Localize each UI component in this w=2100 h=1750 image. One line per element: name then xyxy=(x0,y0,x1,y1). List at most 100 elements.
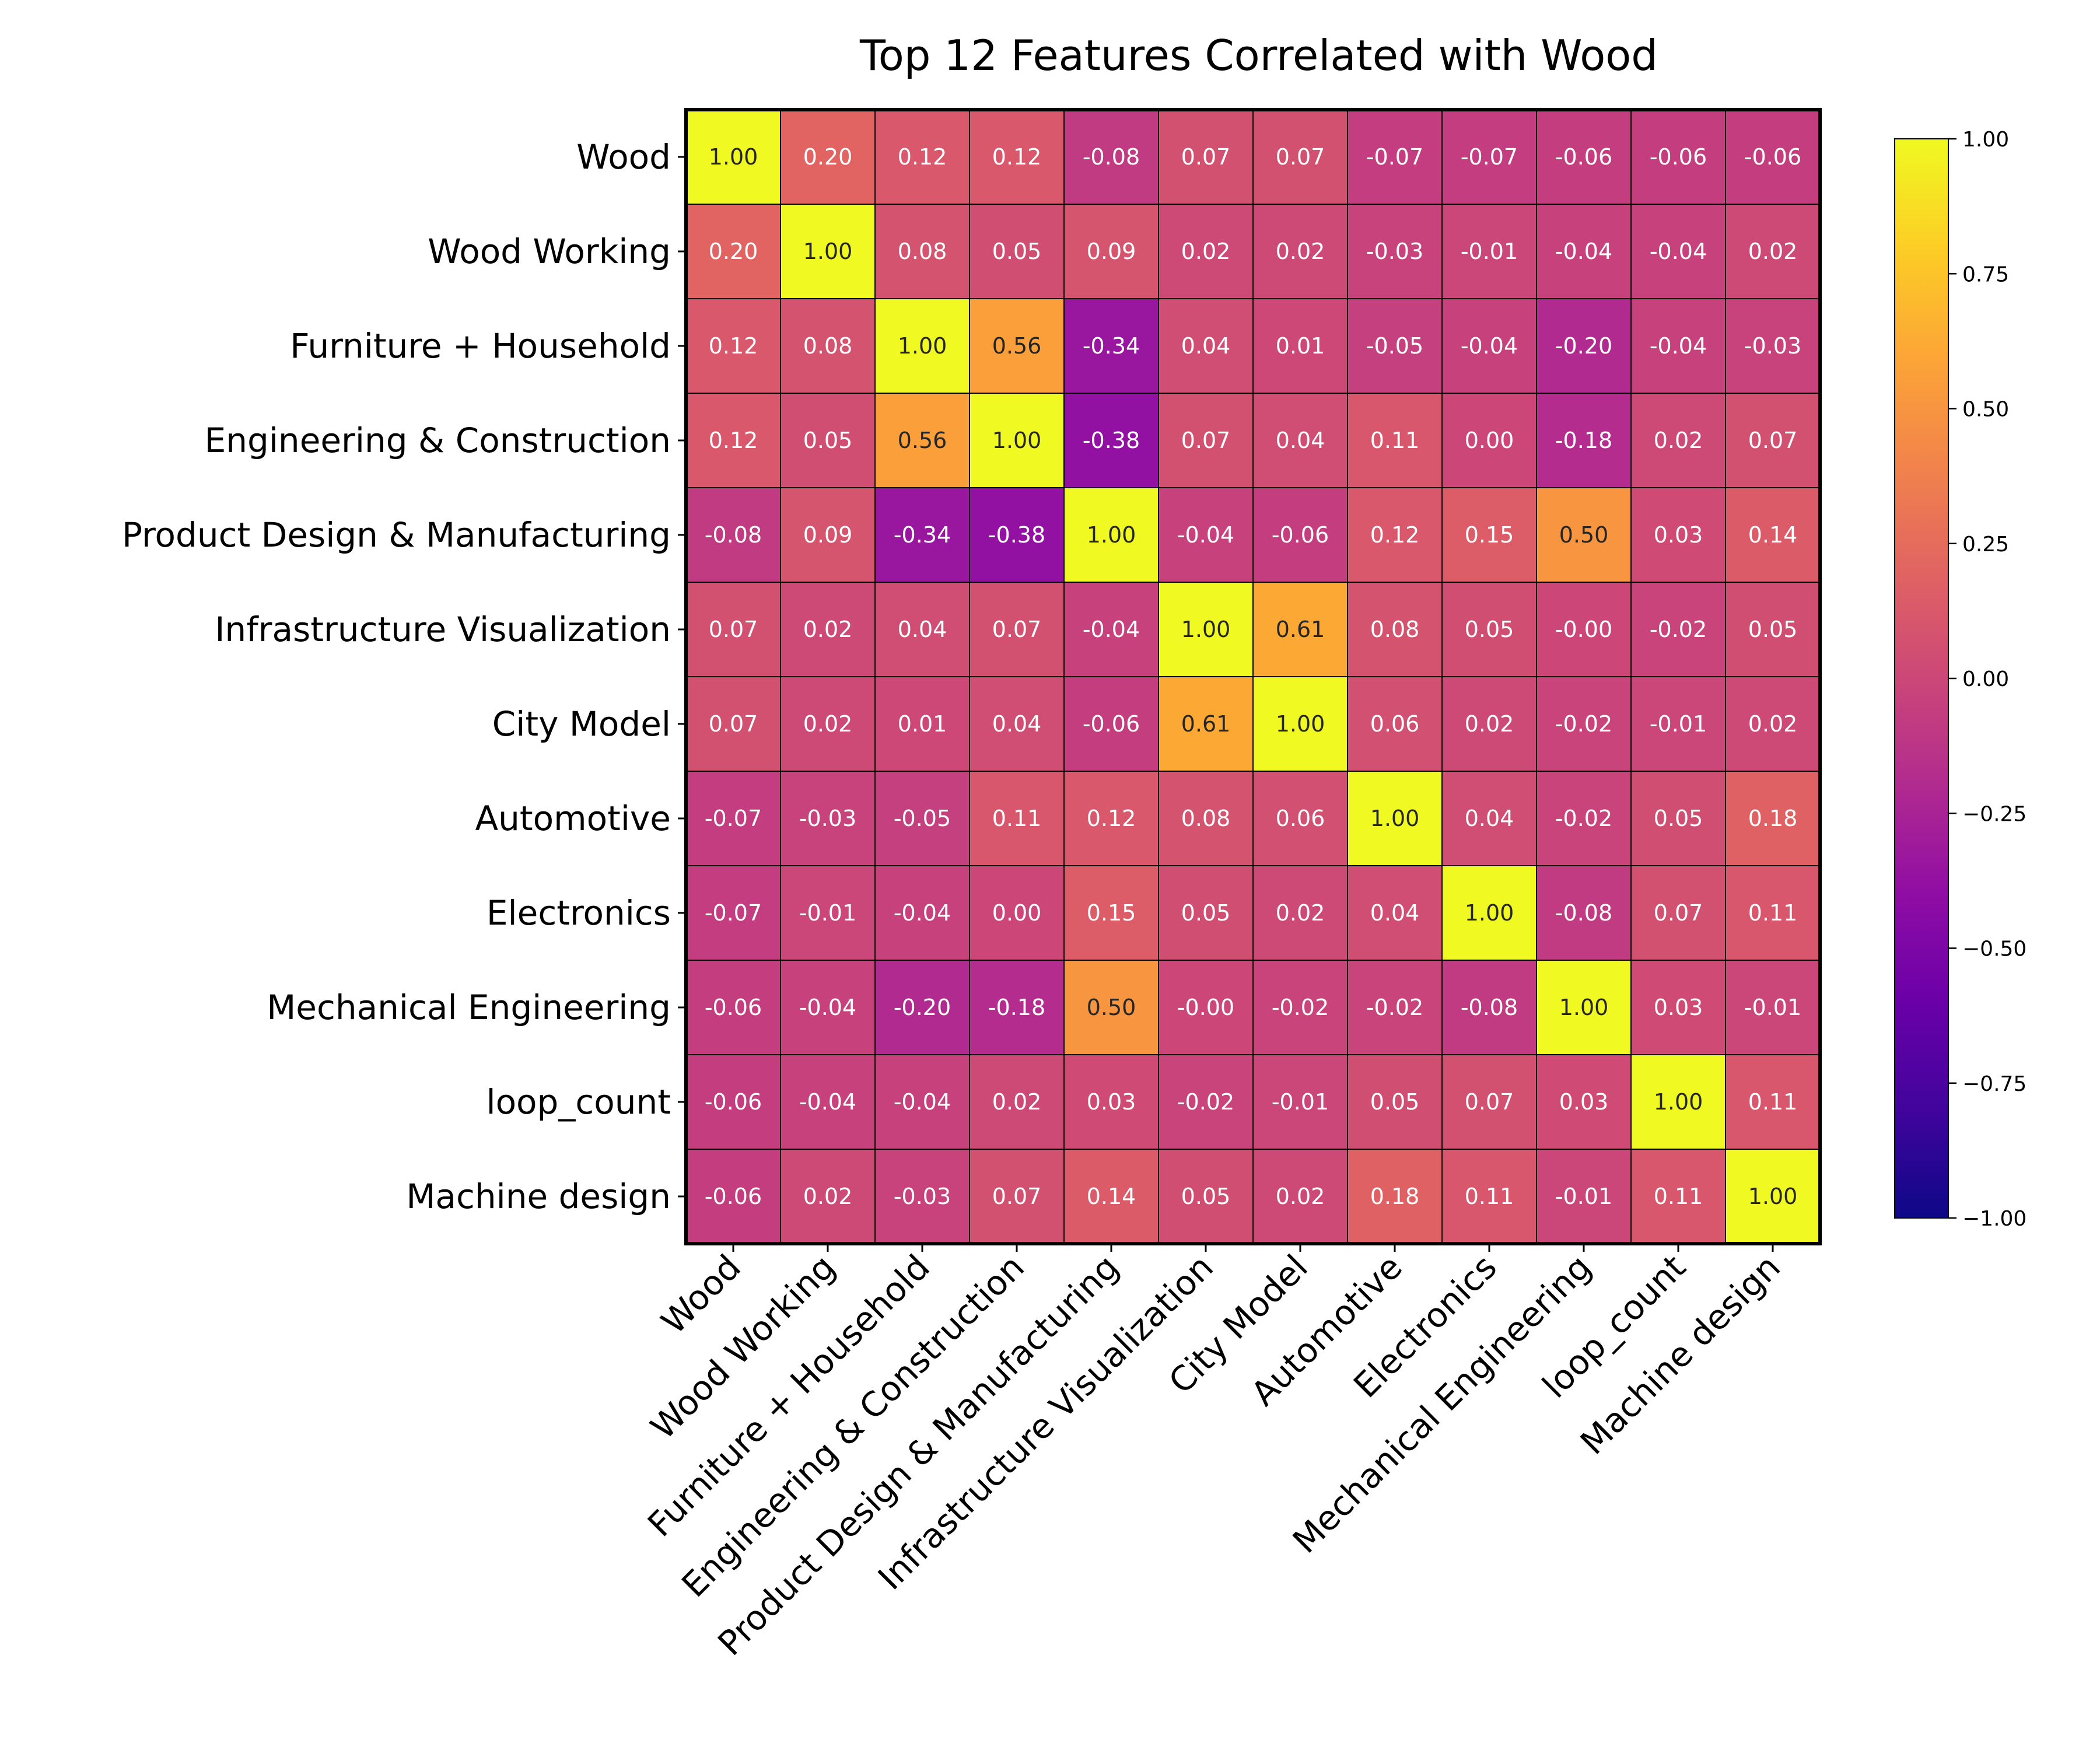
cell-value-label: -0.38 xyxy=(988,522,1045,548)
heatmap-cell xyxy=(1158,109,1254,205)
heatmap-cell xyxy=(1347,960,1443,1055)
colorbar-tick-label: 0.25 xyxy=(1962,533,2009,556)
heatmap-cell xyxy=(969,393,1065,488)
cell-value-label: 0.03 xyxy=(1559,1089,1609,1115)
cell-value-label: 1.00 xyxy=(1465,900,1514,926)
cell-value-label: -0.04 xyxy=(894,1089,951,1115)
cell-value-label: 0.03 xyxy=(1654,522,1703,548)
heatmap-cell xyxy=(1630,298,1726,394)
colorbar-tick-label: −1.00 xyxy=(1962,1207,2027,1231)
heatmap-cell xyxy=(874,960,970,1055)
cell-value-label: 1.00 xyxy=(1748,1184,1798,1209)
cell-value-label: 1.00 xyxy=(1559,995,1609,1020)
y-tick-label: Furniture + Household xyxy=(290,326,671,366)
cell-value-label: 1.00 xyxy=(803,239,853,264)
cell-value-label: 0.06 xyxy=(1276,806,1325,831)
cell-value-label: 0.02 xyxy=(1276,900,1325,926)
heatmap-cell xyxy=(1725,676,1821,772)
cell-value-label: 0.00 xyxy=(1465,428,1514,453)
heatmap-cell xyxy=(1536,676,1632,772)
heatmap-cell xyxy=(1347,771,1443,866)
cell-value-label: 0.02 xyxy=(1276,1184,1325,1209)
cell-value-label: 0.04 xyxy=(1465,806,1514,831)
heatmap-cell xyxy=(1536,109,1632,205)
y-tick-label: Wood xyxy=(576,137,671,177)
colorbar-tick-label: −0.75 xyxy=(1962,1072,2027,1096)
heatmap-cell xyxy=(969,109,1065,205)
cell-value-label: 1.00 xyxy=(1370,806,1420,831)
cell-value-label: 0.08 xyxy=(1181,806,1231,831)
cell-value-label: 0.07 xyxy=(709,711,758,737)
heatmap-cell xyxy=(1158,1149,1254,1244)
heatmap-cell xyxy=(969,960,1065,1055)
cell-value-label: 0.08 xyxy=(1370,617,1420,642)
y-tick-label: Automotive xyxy=(475,799,671,838)
cell-value-label: -0.03 xyxy=(1366,239,1423,264)
cell-value-label: 0.02 xyxy=(1465,711,1514,737)
y-tick-label: Machine design xyxy=(406,1177,671,1216)
cell-value-label: -0.02 xyxy=(1366,995,1423,1020)
cell-value-label: 0.02 xyxy=(803,617,853,642)
heatmap-cell xyxy=(1063,487,1159,583)
cell-value-label: 0.07 xyxy=(1465,1089,1514,1115)
chart-title: Top 12 Features Correlated with Wood xyxy=(859,31,1658,80)
cell-value-label: -0.06 xyxy=(705,995,762,1020)
cell-value-label: 0.09 xyxy=(1087,239,1136,264)
cell-value-label: -0.07 xyxy=(1366,144,1423,170)
heatmap-cell xyxy=(1063,676,1159,772)
cell-value-label: 0.05 xyxy=(992,239,1042,264)
heatmap-cell xyxy=(1252,676,1348,772)
heatmap-cell xyxy=(1063,204,1159,299)
heatmap-cell xyxy=(685,582,781,677)
cell-value-label: 0.02 xyxy=(1276,239,1325,264)
heatmap-cell xyxy=(1536,393,1632,488)
cell-value-label: -0.01 xyxy=(1650,711,1707,737)
cell-value-label: 0.14 xyxy=(1748,522,1798,548)
heatmap-cell xyxy=(1630,487,1726,583)
colorbar-tick-label: 0.50 xyxy=(1962,398,2009,422)
cell-value-label: 0.08 xyxy=(803,333,853,359)
heatmap-cell xyxy=(1158,865,1254,961)
heatmap-cell xyxy=(874,771,970,866)
cell-value-label: 0.03 xyxy=(1654,995,1703,1020)
cell-value-label: 0.07 xyxy=(1654,900,1703,926)
heatmap-cell xyxy=(969,204,1065,299)
cell-value-label: 1.00 xyxy=(992,428,1042,453)
colorbar-tick-label: −0.50 xyxy=(1962,937,2027,961)
cell-value-label: 0.05 xyxy=(1370,1089,1420,1115)
cell-value-label: -0.01 xyxy=(799,900,856,926)
heatmap-cell xyxy=(1063,109,1159,205)
heatmap-cell xyxy=(1441,582,1537,677)
colorbar-tick-label: −0.25 xyxy=(1962,802,2027,826)
cell-value-label: -0.01 xyxy=(1555,1184,1612,1209)
cell-value-label: -0.06 xyxy=(1650,144,1707,170)
heatmap-cell xyxy=(685,865,781,961)
cell-value-label: -0.06 xyxy=(1083,711,1140,737)
cell-value-label: 0.02 xyxy=(992,1089,1042,1115)
heatmap-cell xyxy=(780,676,876,772)
cell-value-label: -0.20 xyxy=(894,995,951,1020)
cell-value-label: -0.34 xyxy=(894,522,951,548)
heatmap-cell xyxy=(780,865,876,961)
heatmap-cell xyxy=(1441,865,1537,961)
heatmap-cell xyxy=(874,1149,970,1244)
cell-value-label: 1.00 xyxy=(1181,617,1231,642)
cell-value-label: 0.02 xyxy=(1654,428,1703,453)
cell-value-label: -0.01 xyxy=(1744,995,1801,1020)
colorbar-gradient xyxy=(1895,139,1948,1218)
cell-value-label: -0.07 xyxy=(705,900,762,926)
heatmap-cell xyxy=(780,960,876,1055)
heatmap-cell xyxy=(780,109,876,205)
cell-value-label: 0.11 xyxy=(1654,1184,1703,1209)
cell-value-label: -0.02 xyxy=(1177,1089,1234,1115)
cell-value-label: -0.05 xyxy=(894,806,951,831)
heatmap-cell xyxy=(1347,109,1443,205)
cell-value-label: -0.02 xyxy=(1555,806,1612,831)
heatmap-cell xyxy=(874,298,970,394)
heatmap-cell xyxy=(1252,487,1348,583)
heatmap-cell xyxy=(1347,865,1443,961)
cell-value-label: 1.00 xyxy=(898,333,947,359)
